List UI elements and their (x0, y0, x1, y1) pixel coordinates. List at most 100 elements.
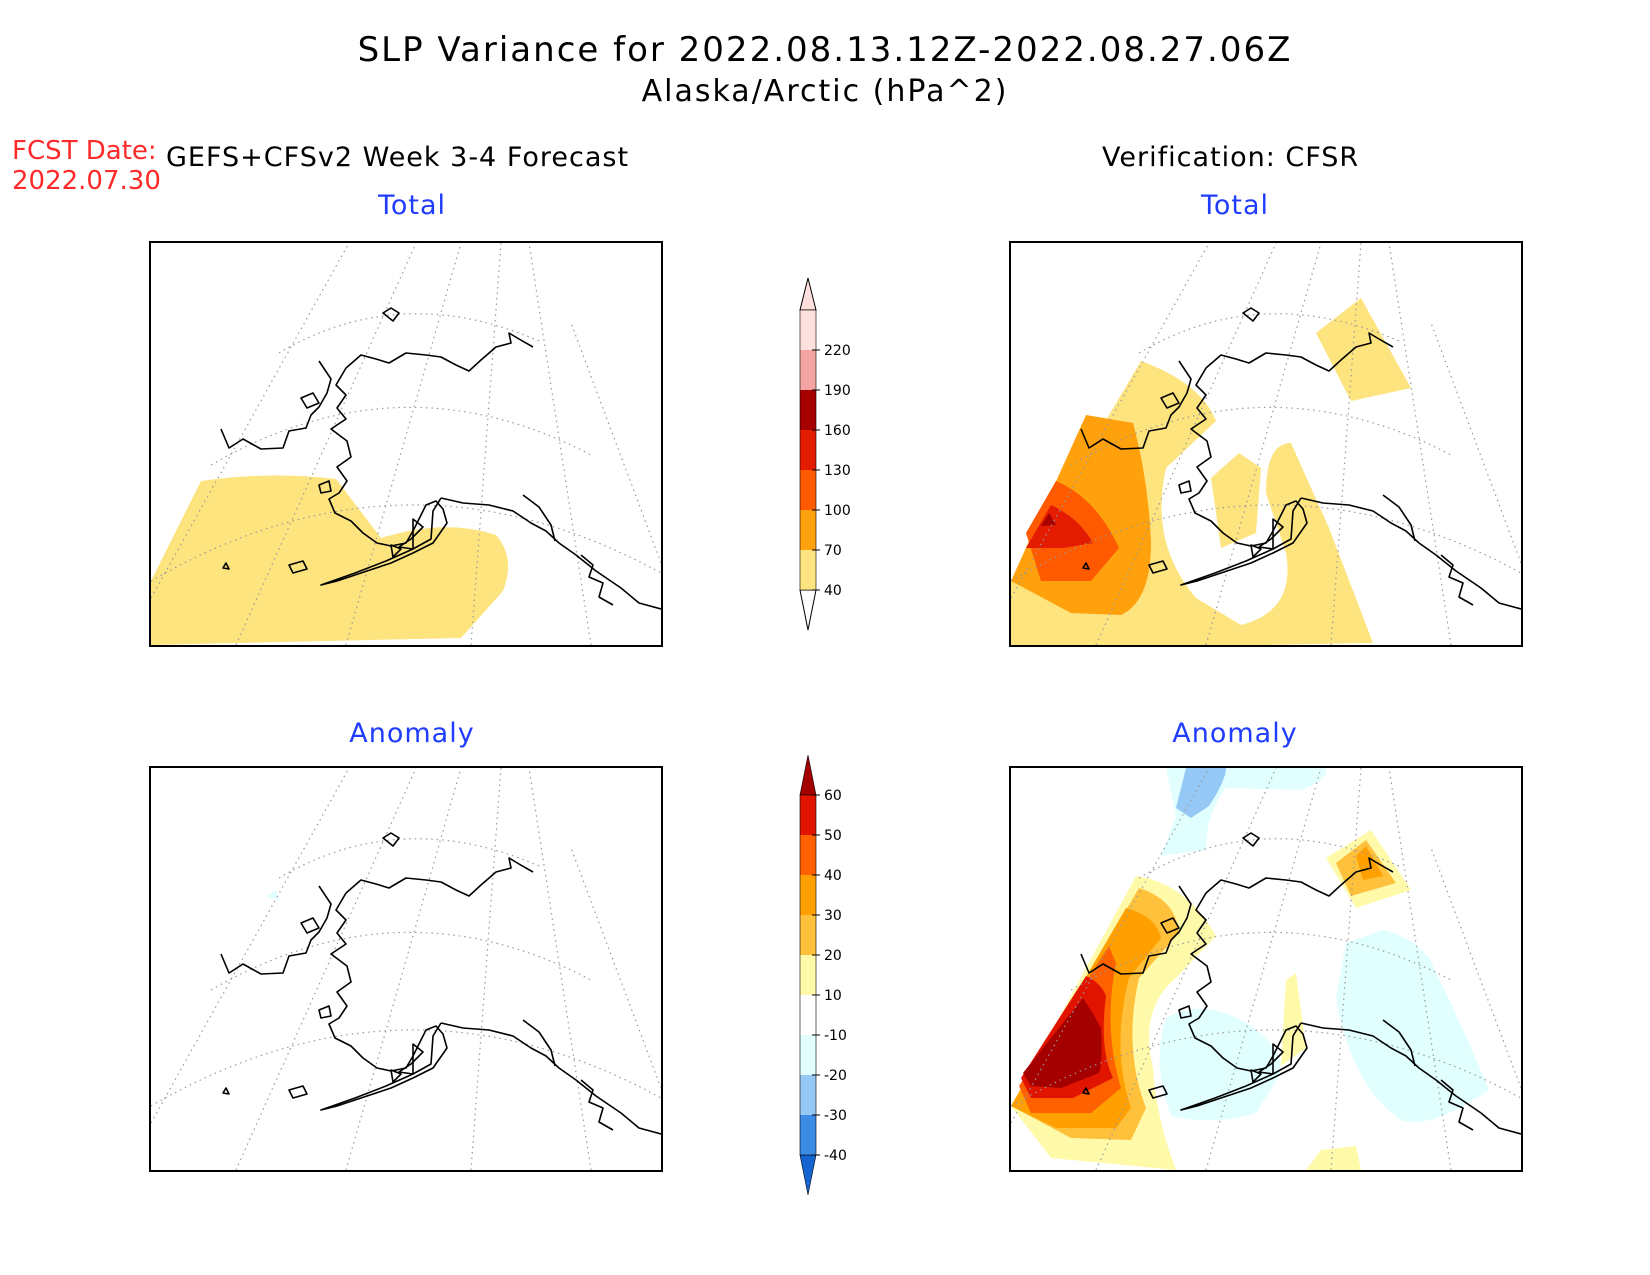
coastline-segment-0 (1205, 857, 1394, 897)
coastline-segment-9 (1178, 480, 1192, 494)
anomaly-colorbar-label-9: 60 (824, 788, 842, 804)
graticule-line-1 (1070, 931, 1452, 991)
coastline-segment-2 (440, 1022, 661, 1135)
coastline-segment-8 (1160, 917, 1180, 934)
anomaly-colorbar-lower-extension (799, 1154, 817, 1196)
anomaly-colorbar-box-1 (800, 1075, 816, 1115)
anomaly-colorbar-box-3 (800, 995, 816, 1035)
total-colorbar-box-4 (800, 390, 816, 430)
graticule (151, 243, 661, 645)
coastline-segment-2 (1300, 1022, 1521, 1135)
graticule-line-5 (345, 768, 462, 1170)
total-colorbar-box-3 (800, 430, 816, 470)
coastline (1080, 832, 1521, 1135)
coastline-segment-9 (318, 480, 332, 494)
total-colorbar-box-6 (800, 310, 816, 350)
forecast-total-map (149, 241, 663, 647)
coastline-segment-5 (1258, 1043, 1284, 1075)
coastline-segment-6 (1242, 307, 1260, 322)
graticule-line-1 (210, 406, 592, 466)
forecast-header: GEFS+CFSv2 Week 3-4 Forecast (166, 142, 630, 173)
total-colorbar-label-2: 100 (824, 503, 851, 519)
coastline (220, 307, 661, 610)
total-colorbar-label-6: 220 (824, 343, 851, 359)
coastline-segment-3 (1440, 554, 1474, 606)
graticule-line-6 (1330, 243, 1362, 645)
coastline-segment-7 (1080, 885, 1192, 975)
shading-layer (266, 890, 279, 900)
graticule-line-5 (345, 243, 462, 645)
forecast-total-subtitle: Total (377, 190, 447, 221)
coastline-segment-9 (318, 1005, 332, 1019)
anomaly-colorbar-label-1: -30 (824, 1108, 847, 1124)
coastline-segment-0 (345, 857, 534, 897)
forecast-anomaly-map (149, 766, 663, 1172)
total-colorbar-label-4: 160 (824, 423, 851, 439)
anomaly-colorbar-box-4 (800, 955, 816, 995)
coastline-segment-3 (580, 554, 614, 606)
graticule-line-6 (470, 768, 502, 1170)
fcst-date-value: 2022.07.30 (12, 166, 161, 196)
graticule-line-1 (1070, 406, 1452, 466)
graticule-line-2 (278, 838, 540, 879)
graticule-line-8 (570, 322, 661, 564)
anomaly-colorbar-label-7: 40 (824, 868, 842, 884)
coastline-segment-7 (220, 360, 332, 450)
coastline-segment-2 (1300, 497, 1521, 610)
anomaly-colorbar-label-3: -10 (824, 1028, 847, 1044)
shading-layer (1011, 298, 1411, 645)
graticule (1011, 768, 1521, 1170)
graticule-line-4 (1095, 768, 1277, 1170)
coastline-segment-6 (1242, 832, 1260, 847)
coastline-segment-10 (1250, 544, 1262, 558)
coastline-segment-12 (288, 1085, 308, 1099)
graticule-line-4 (1095, 243, 1277, 645)
coastline-segment-3 (580, 1079, 614, 1131)
coastline-segment-4 (1382, 1019, 1416, 1067)
coastline-segment-10 (390, 1069, 402, 1083)
total-colorbar-label-1: 70 (824, 543, 842, 559)
anomaly-colorbar-label-4: 10 (824, 988, 842, 1004)
anomaly-colorbar-label-6: 30 (824, 908, 842, 924)
anomaly-colorbar-label-5: 20 (824, 948, 842, 964)
total-colorbar: 40 70 100 130 160 190 220 (795, 277, 875, 631)
graticule-line-5 (1205, 243, 1322, 645)
graticule-line-3 (151, 768, 350, 1124)
coastline-segment-0 (1205, 332, 1394, 372)
anomaly-colorbar-box-7 (800, 835, 816, 875)
coastline-segment-10 (1250, 1069, 1262, 1083)
graticule-line-2 (1138, 838, 1400, 879)
anomaly-colorbar-label-2: -20 (824, 1068, 847, 1084)
graticule-line-1 (210, 931, 592, 991)
verification-header: Verification: CFSR (1102, 142, 1360, 173)
graticule-line-0 (151, 504, 661, 582)
verification-total-subtitle: Total (1200, 190, 1270, 221)
coastline-segment-12 (1148, 560, 1168, 574)
fcst-date-label: FCST Date: (12, 136, 157, 166)
coastline-segment-1 (1180, 892, 1308, 1111)
anomaly-colorbar-box-8 (800, 795, 816, 835)
graticule-line-0 (1011, 504, 1521, 582)
total-colorbar-box-1 (800, 510, 816, 550)
forecast-anomaly-subtitle: Anomaly (349, 718, 475, 749)
total-colorbar-label-3: 130 (824, 463, 851, 479)
graticule-line-2 (278, 313, 540, 354)
total-colorbar-lower-extension (799, 589, 817, 631)
graticule-line-7 (528, 243, 592, 645)
verification-anomaly-subtitle: Anomaly (1172, 718, 1298, 749)
graticule-line-8 (570, 847, 661, 1089)
graticule-line-6 (470, 243, 502, 645)
coastline-segment-1 (320, 892, 448, 1111)
coastline (220, 832, 661, 1135)
total-colorbar-label-0: 40 (824, 583, 842, 599)
graticule-line-0 (151, 1029, 661, 1107)
graticule (1011, 243, 1521, 645)
total-colorbar-label-5: 190 (824, 383, 851, 399)
graticule-line-2 (1138, 313, 1400, 354)
verification-total-map (1009, 241, 1523, 647)
anomaly-colorbar-upper-extension (799, 754, 817, 796)
total-colorbar-box-5 (800, 350, 816, 390)
anomaly-colorbar-box-2 (800, 1035, 816, 1075)
main-subtitle: Alaska/Arctic (hPa^2) (641, 74, 1009, 109)
coastline-segment-8 (300, 917, 320, 934)
